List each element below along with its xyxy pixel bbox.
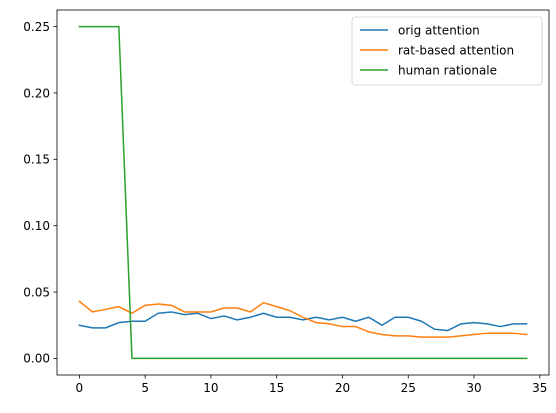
x-tick-label: 20: [335, 381, 350, 395]
plot-frame: [56, 9, 550, 376]
legend-label: orig attention: [398, 23, 480, 37]
x-tick-label: 25: [401, 381, 416, 395]
x-tick-label: 10: [203, 381, 218, 395]
x-tick-label: 30: [466, 381, 481, 395]
series-layer: [78, 25, 528, 360]
series-line-2: [78, 300, 528, 338]
legend-label: rat-based attention: [398, 43, 514, 57]
x-tick-label: 5: [141, 381, 149, 395]
series-line-3: [78, 25, 528, 360]
x-axis: 0 5 10 15 20 25 30 35: [76, 375, 547, 395]
x-tick-label: 0: [76, 381, 84, 395]
x-tick-label: 15: [269, 381, 284, 395]
y-tick-label: 0.15: [23, 153, 50, 167]
y-tick-label: 0.10: [23, 219, 50, 233]
y-axis: 0.00 0.05 0.10 0.15 0.20 0.25: [23, 20, 57, 366]
x-tick-label: 35: [532, 381, 547, 395]
legend: orig attention rat-based attention human r…: [351, 16, 543, 86]
y-tick-label: 0.05: [23, 285, 50, 299]
y-tick-label: 0.25: [23, 20, 50, 34]
series-line-1: [78, 311, 528, 332]
legend-label: human rationale: [398, 63, 497, 77]
legend-box: [351, 16, 543, 86]
y-tick-label: 0.00: [23, 352, 50, 366]
y-tick-label: 0.20: [23, 86, 50, 100]
